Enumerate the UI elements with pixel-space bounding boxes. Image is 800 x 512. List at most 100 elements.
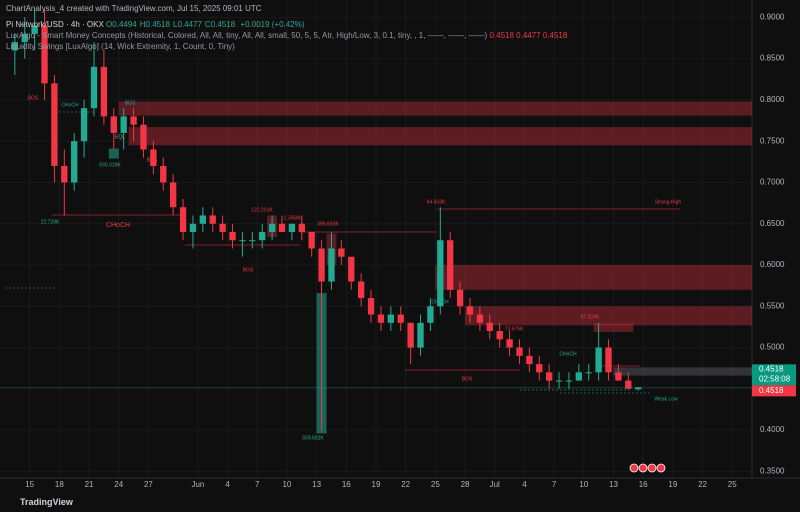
y-tick-label: 0.7000 [760,178,785,187]
watermark: ChartAnalysis_4 created with TradingView… [6,4,262,13]
candle-body [80,108,88,142]
x-tick-label: 22 [698,480,707,489]
candle-body [61,165,68,183]
candle-body [318,248,325,282]
candle-body [249,240,256,242]
candle-body [635,387,642,390]
annotation: Strong High [655,199,682,205]
annotation: 122.201K [251,207,273,213]
annotation: Weak Low [654,396,678,402]
candle-body [367,298,375,315]
candle-body [545,372,553,381]
y-tick-label: 0.4000 [760,425,785,434]
candle-body [100,66,108,117]
candle-body [51,83,58,166]
candle-body [90,66,98,109]
candle-body [110,116,117,133]
annotation: CHoCH [61,102,79,108]
indicator-1: LuxAlgo - Smart Money Concepts (Historic… [6,31,567,40]
candle-body [496,331,503,340]
price-tag-label: 0.4518 [759,364,784,373]
annotation: 386.693K [317,221,339,227]
annotation: CHoCH [106,222,130,229]
y-tick-label: 0.8000 [760,95,785,104]
x-tick-label: 27 [144,480,153,489]
candle-body [417,322,424,348]
y-tick-label: 0.5000 [760,343,785,352]
candle-body [466,306,474,315]
candle-body [338,248,345,257]
indicator-values: 0.4518 0.4477 0.4518 [489,31,568,40]
candle-body [437,240,444,307]
zone [435,265,752,290]
candle-body [595,347,602,373]
zone [613,367,752,376]
y-tick-label: 0.6500 [760,219,785,228]
candle-body [407,322,414,348]
candle-body [150,149,157,166]
candle-body [565,380,573,382]
x-tick-label: 13 [312,480,321,489]
event-icon [638,463,648,473]
candle-body [397,314,404,323]
candle-body [179,207,187,232]
candle-body [377,314,385,323]
annotation: BOS [28,95,39,101]
annotation: EQL [115,134,125,140]
candle-body [31,25,38,34]
candle-body [11,42,19,51]
candle-body [308,231,315,249]
candle-body [447,240,454,290]
x-tick-label: 15 [25,480,34,489]
annotation: CHoCH [431,299,449,305]
candle-body [328,248,335,282]
candle-body [516,347,523,356]
x-tick-label: 28 [461,480,470,489]
x-tick-label: 10 [579,480,588,489]
countdown: 02:58:08 [759,374,791,383]
x-tick-label: 25 [728,480,737,489]
annotation: 1.356M [284,215,301,221]
y-tick-label: 0.3500 [760,467,785,476]
x-tick-label: 7 [552,480,557,489]
candle-body [120,116,127,133]
annotation: BOS [243,267,254,273]
annotation: CHoCH [559,351,577,357]
change: +0.0019 (+0.42%) [240,20,305,29]
x-tick-label: 4 [522,480,527,489]
candle-body [209,215,216,224]
candle-body [21,33,28,43]
event-icon [656,463,666,473]
y-tick-label: 0.6000 [760,260,785,269]
y-tick-label: 0.9000 [760,12,785,21]
candle-body [71,141,78,183]
candle-body [169,182,177,208]
annotation: 559.692K [302,435,324,441]
candle-body [41,25,48,84]
candle-body [189,223,197,232]
candle-body [575,372,583,381]
zone [108,148,119,159]
x-tick-label: 19 [372,480,381,489]
candle-body [348,256,355,282]
y-tick-label: 0.8500 [760,54,785,63]
ohlc-value: O0.4494 [106,20,137,29]
candle-body [625,380,632,389]
annotation: BOS [125,100,136,106]
candle-body [259,231,266,241]
x-tick-label: 21 [85,480,94,489]
candle-body [219,223,226,232]
candle-body [278,223,286,232]
candle-body [130,116,137,125]
x-tick-label: Jun [191,480,204,489]
x-tick-label: 7 [255,480,260,489]
zone [593,323,634,332]
y-tick-label: 0.7500 [760,136,785,145]
candle-body [298,223,305,232]
ohlc-value: C0.4518 [204,20,236,29]
ohlc-value: H0.4518 [139,20,170,29]
x-tick-label: 25 [431,480,440,489]
ohlc-value: L0.4477 [173,20,202,29]
candle-body [456,289,464,307]
